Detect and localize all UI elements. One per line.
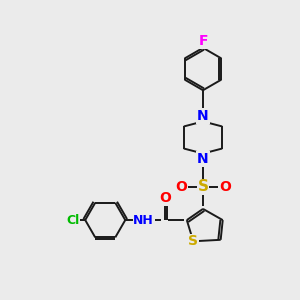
Text: O: O	[159, 191, 171, 205]
Text: N: N	[197, 109, 209, 123]
Text: F: F	[198, 34, 208, 48]
Text: O: O	[175, 180, 187, 194]
Text: N: N	[197, 152, 209, 166]
Text: NH: NH	[133, 214, 154, 226]
Text: S: S	[188, 234, 198, 248]
Text: O: O	[219, 180, 231, 194]
Text: S: S	[197, 179, 208, 194]
Text: Cl: Cl	[66, 214, 80, 226]
